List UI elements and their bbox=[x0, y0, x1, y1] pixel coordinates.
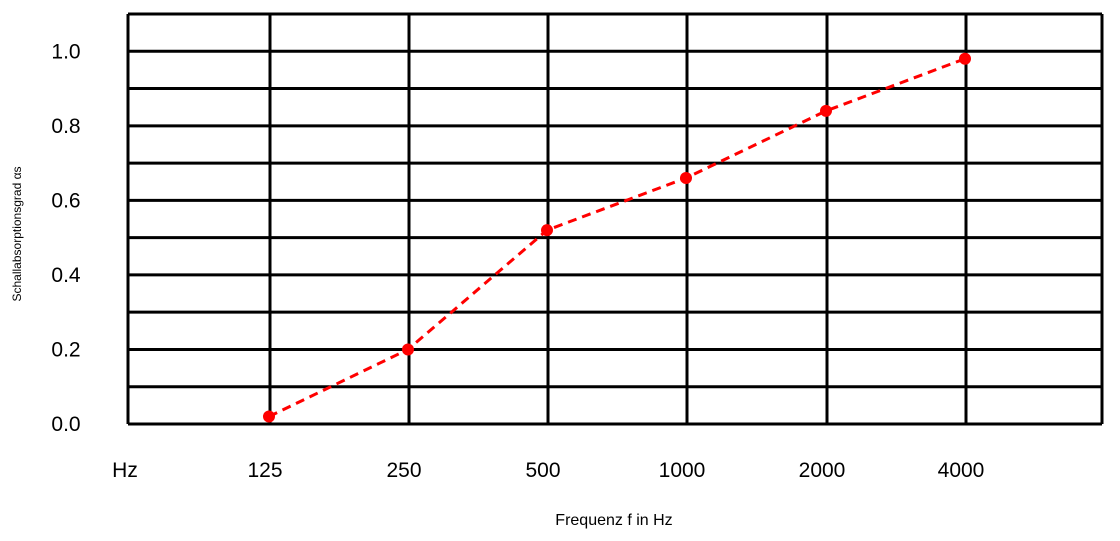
x-tick-label: 125 bbox=[247, 459, 282, 482]
x-unit-label: Hz bbox=[112, 459, 138, 482]
data-point bbox=[263, 410, 275, 423]
y-tick-labels: 0.0 0.2 0.4 0.6 0.8 1.0 bbox=[51, 40, 81, 436]
series-group bbox=[263, 52, 971, 423]
data-point bbox=[402, 343, 414, 356]
x-tick-label: 250 bbox=[386, 459, 421, 482]
data-point bbox=[820, 104, 832, 117]
data-point bbox=[680, 172, 692, 184]
data-point bbox=[959, 52, 971, 65]
x-axis-title: Frequenz f in Hz bbox=[555, 512, 672, 529]
x-tick-label: 2000 bbox=[799, 459, 846, 482]
y-tick-label: 0.0 bbox=[51, 413, 80, 436]
y-tick-label: 0.8 bbox=[51, 115, 80, 138]
y-tick-label: 0.4 bbox=[51, 264, 81, 287]
x-tick-label: 1000 bbox=[659, 459, 706, 482]
x-tick-labels: 125 250 500 1000 2000 4000 bbox=[247, 459, 984, 482]
y-axis-title: Schallabsorptionsgrad αs bbox=[10, 166, 24, 301]
x-tick-label: 500 bbox=[525, 459, 560, 482]
y-tick-label: 0.6 bbox=[51, 189, 80, 212]
y-tick-label: 1.0 bbox=[51, 40, 80, 63]
series-line bbox=[268, 57, 966, 418]
data-point bbox=[541, 224, 553, 237]
y-tick-label: 0.2 bbox=[51, 338, 80, 361]
x-tick-label: 4000 bbox=[938, 459, 985, 482]
chart-grid bbox=[126, 12, 1104, 426]
